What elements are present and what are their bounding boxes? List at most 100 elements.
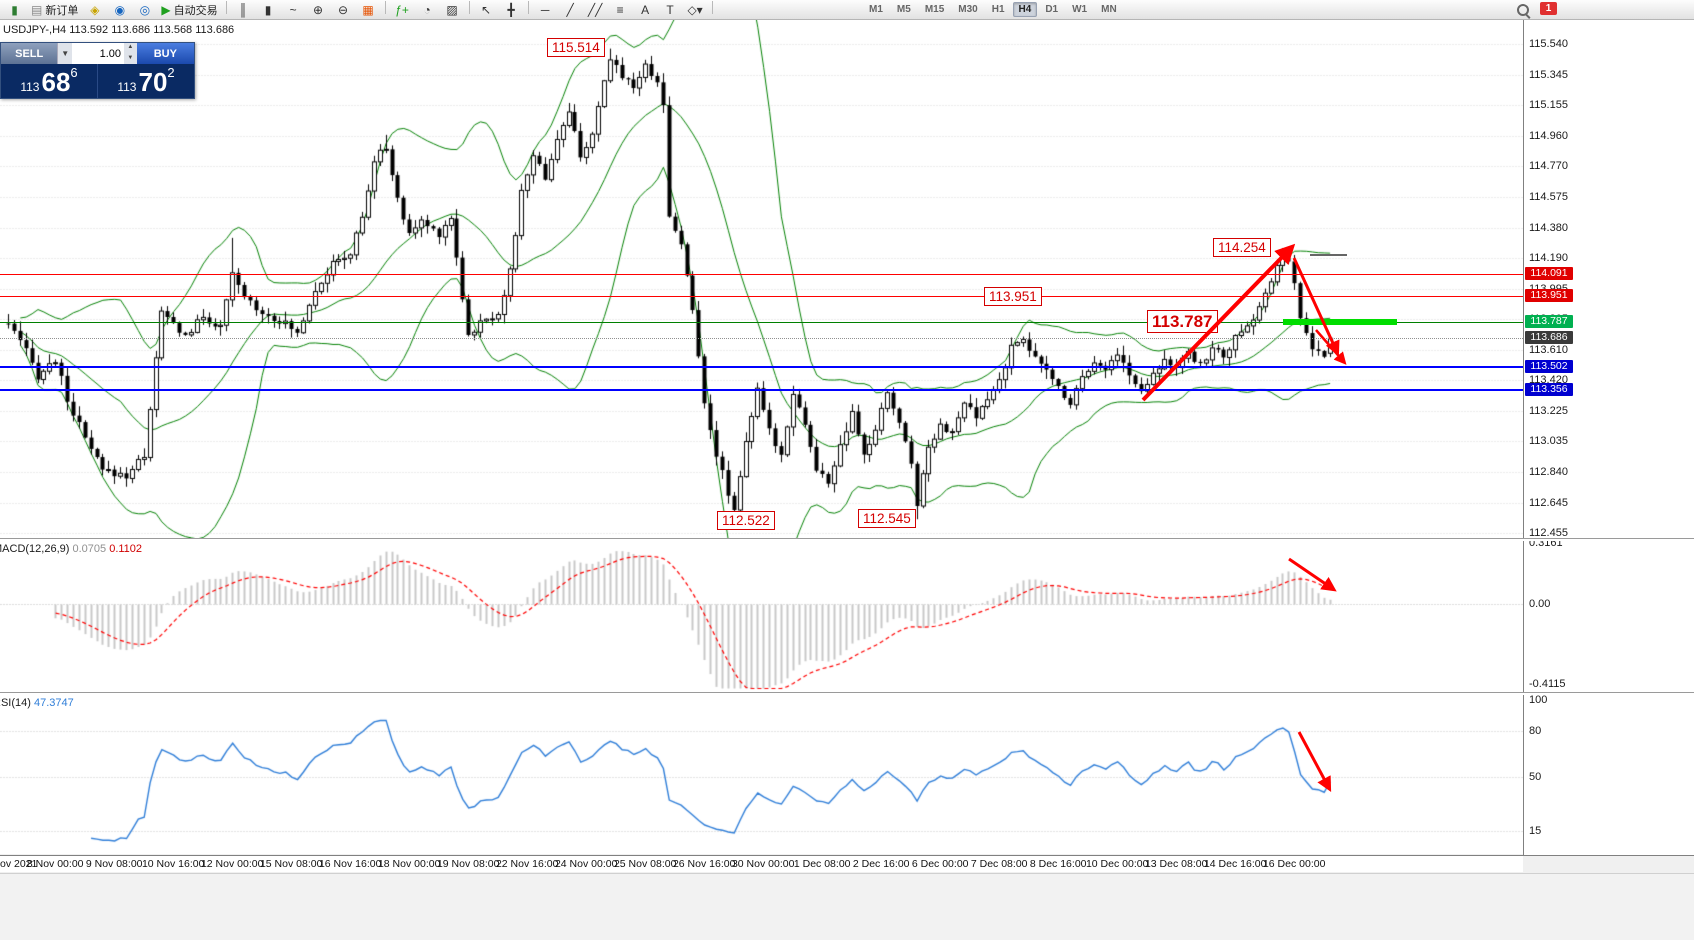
price-tag-113.951: 113.951 (1525, 288, 1573, 302)
time-axis-label: 10 Nov 16:00 (141, 858, 205, 870)
shapes-tool-icon[interactable]: ◇▾ (687, 2, 703, 17)
price-annotation-114.254[interactable]: 114.254 (1213, 238, 1271, 257)
price-tag-113.787: 113.787 (1525, 314, 1573, 328)
price-annotation-112.522[interactable]: 112.522 (717, 511, 775, 530)
price-annotation-113.951[interactable]: 113.951 (984, 287, 1042, 306)
price-axis-label: 112.455 (1529, 527, 1568, 539)
macd-canvas[interactable] (0, 540, 1523, 692)
time-axis-label: 1 Dec 08:00 (793, 858, 851, 870)
new-chart-icon[interactable]: ▮ (11, 2, 18, 17)
tile-windows-icon[interactable]: ▦ (362, 2, 374, 17)
time-axis-label: 24 Nov 00:00 (554, 858, 618, 870)
price-axis-label: 112.840 (1529, 465, 1568, 478)
ask-price[interactable]: 113 70 2 (117, 65, 175, 97)
bar-chart-icon[interactable]: ║ (238, 2, 248, 17)
price-axis[interactable]: 115.540 115.345 115.155 114.960 114.770 114.5… (1523, 19, 1694, 855)
indicators-icon[interactable]: ƒ+ (395, 2, 409, 17)
zoom-in-icon[interactable]: ⊕ (313, 2, 324, 17)
price-chart-panel[interactable] (0, 19, 1523, 538)
metaeditor-icon[interactable]: ◈ (90, 2, 100, 17)
macd-axis-label: 0.00 (1529, 598, 1551, 610)
price-annotation-113.787[interactable]: 113.787 (1147, 310, 1218, 333)
price-axis-label: 114.380 (1529, 221, 1568, 234)
resistance-line-1[interactable] (0, 273, 1523, 275)
timeframe-d1[interactable]: D1 (1045, 4, 1059, 15)
buy-button[interactable]: BUY (136, 43, 194, 64)
rsi-canvas[interactable] (0, 694, 1523, 854)
price-annotation-112.545[interactable]: 112.545 (858, 509, 916, 528)
new-order-button[interactable]: ▤ 新订单 (31, 2, 79, 17)
market-watch-icon[interactable]: ◉ (114, 2, 126, 17)
label-tool-icon[interactable]: T (666, 2, 674, 17)
rsi-axis-label: 50 (1529, 771, 1542, 783)
time-axis-label: ov 2021 (0, 858, 38, 870)
support-line-1[interactable] (0, 366, 1523, 369)
price-annotation-115.514[interactable]: 115.514 (547, 38, 605, 57)
timeframe-h4[interactable]: H4 (1012, 2, 1038, 17)
time-axis-label: 7 Dec 08:00 (970, 858, 1028, 870)
crosshair-icon[interactable]: ╋ (507, 2, 515, 17)
price-axis-label: 113.610 (1529, 343, 1568, 356)
timeframe-m1[interactable]: M1 (869, 4, 883, 15)
volume-input[interactable] (72, 43, 124, 64)
toolbar-separator (527, 0, 529, 14)
fibo-tool-icon[interactable]: ≡ (616, 2, 624, 17)
time-axis[interactable]: ov 2021 8 Nov 00:00 9 Nov 08:00 10 Nov 16:0… (0, 856, 1523, 872)
periods-icon[interactable]: ◔ (423, 2, 431, 17)
price-axis-label: 114.190 (1529, 251, 1568, 264)
volume-dropdown[interactable]: ▼ (57, 43, 72, 64)
sell-button[interactable]: SELL (1, 43, 58, 64)
toolbar-buttons: ▮ ▤ 新订单 ◈ ◉ ◎ ▶ 自动交易 ║ ▮ ~ ⊕ ⊖ ▦ ƒ+ ◔ ▨ ↖ ╋ ─ ╱ ╱╱ ≡ A T ◇▾ (2, 0, 717, 19)
macd-panel[interactable]: MACD(12,26,9) 0.0705 0.1102 (0, 540, 1523, 692)
candlestick-chart-canvas[interactable] (0, 19, 1523, 538)
time-axis-label: 6 Dec 00:00 (911, 858, 969, 870)
peak-marker-dash[interactable] (1310, 254, 1347, 256)
pivot-line[interactable] (0, 321, 1523, 323)
trendline-tool-icon[interactable]: ╱ (566, 2, 574, 17)
channel-tool-icon[interactable]: ╱╱ (587, 2, 603, 17)
timeframe-m15[interactable]: M15 (924, 4, 945, 15)
price-axis-label: 115.155 (1529, 99, 1568, 112)
time-axis-label: 22 Nov 16:00 (495, 858, 559, 870)
text-tool-icon[interactable]: A (641, 2, 650, 17)
panel-separator[interactable] (0, 538, 1694, 541)
resistance-line-2[interactable] (0, 295, 1523, 297)
zoom-out-icon[interactable]: ⊖ (338, 2, 349, 17)
timeframe-w1[interactable]: W1 (1072, 4, 1088, 15)
timeframe-switcher: M1 M5 M15 M30 H1 H4 D1 W1 MN (862, 2, 1124, 17)
time-axis-label: 8 Dec 16:00 (1029, 858, 1087, 870)
bid-price[interactable]: 113 68 6 (20, 65, 78, 97)
time-axis-label: 25 Nov 08:00 (613, 858, 677, 870)
cursor-icon[interactable]: ↖ (481, 2, 492, 17)
current-price-line[interactable] (0, 337, 1523, 339)
rsi-label: RSI(14) 47.3747 (0, 697, 74, 709)
time-axis-label: 12 Nov 00:00 (200, 858, 264, 870)
line-chart-icon[interactable]: ~ (289, 2, 297, 17)
timeframe-m5[interactable]: M5 (896, 4, 911, 15)
rsi-panel[interactable]: RSI(14) 47.3747 (0, 694, 1523, 854)
price-axis-label: 113.420 (1529, 374, 1568, 387)
highlight-segment[interactable] (1283, 318, 1397, 325)
time-axis-label: 13 Dec 08:00 (1144, 858, 1208, 870)
candle-chart-icon[interactable]: ▮ (264, 2, 272, 17)
panel-separator[interactable] (0, 692, 1694, 695)
search-icon[interactable] (1517, 4, 1529, 16)
time-axis-label: 19 Nov 08:00 (436, 858, 500, 870)
templates-icon[interactable]: ▨ (446, 2, 458, 17)
support-line-2[interactable] (0, 389, 1523, 392)
navigator-icon[interactable]: ◎ (139, 2, 151, 17)
hline-tool-icon[interactable]: ─ (540, 2, 550, 17)
notification-badge[interactable]: 1 (1540, 2, 1557, 15)
autotrading-button[interactable]: ▶ 自动交易 (161, 2, 218, 17)
symbol-ohlc-info: USDJPY-,H4 113.592 113.686 113.568 113.6… (3, 24, 235, 36)
time-axis-label: 26 Nov 16:00 (672, 858, 736, 870)
volume-stepper[interactable]: ▲ ▼ (124, 43, 137, 64)
price-tag-113.356: 113.356 (1525, 383, 1573, 397)
price-axis-label: 114.770 (1529, 160, 1568, 173)
price-axis-label: 115.540 (1529, 38, 1568, 50)
timeframe-m30[interactable]: M30 (958, 4, 978, 15)
timeframe-mn[interactable]: MN (1101, 4, 1117, 15)
timeframe-h1[interactable]: H1 (991, 4, 1005, 15)
price-axis-label: 112.645 (1529, 496, 1568, 509)
